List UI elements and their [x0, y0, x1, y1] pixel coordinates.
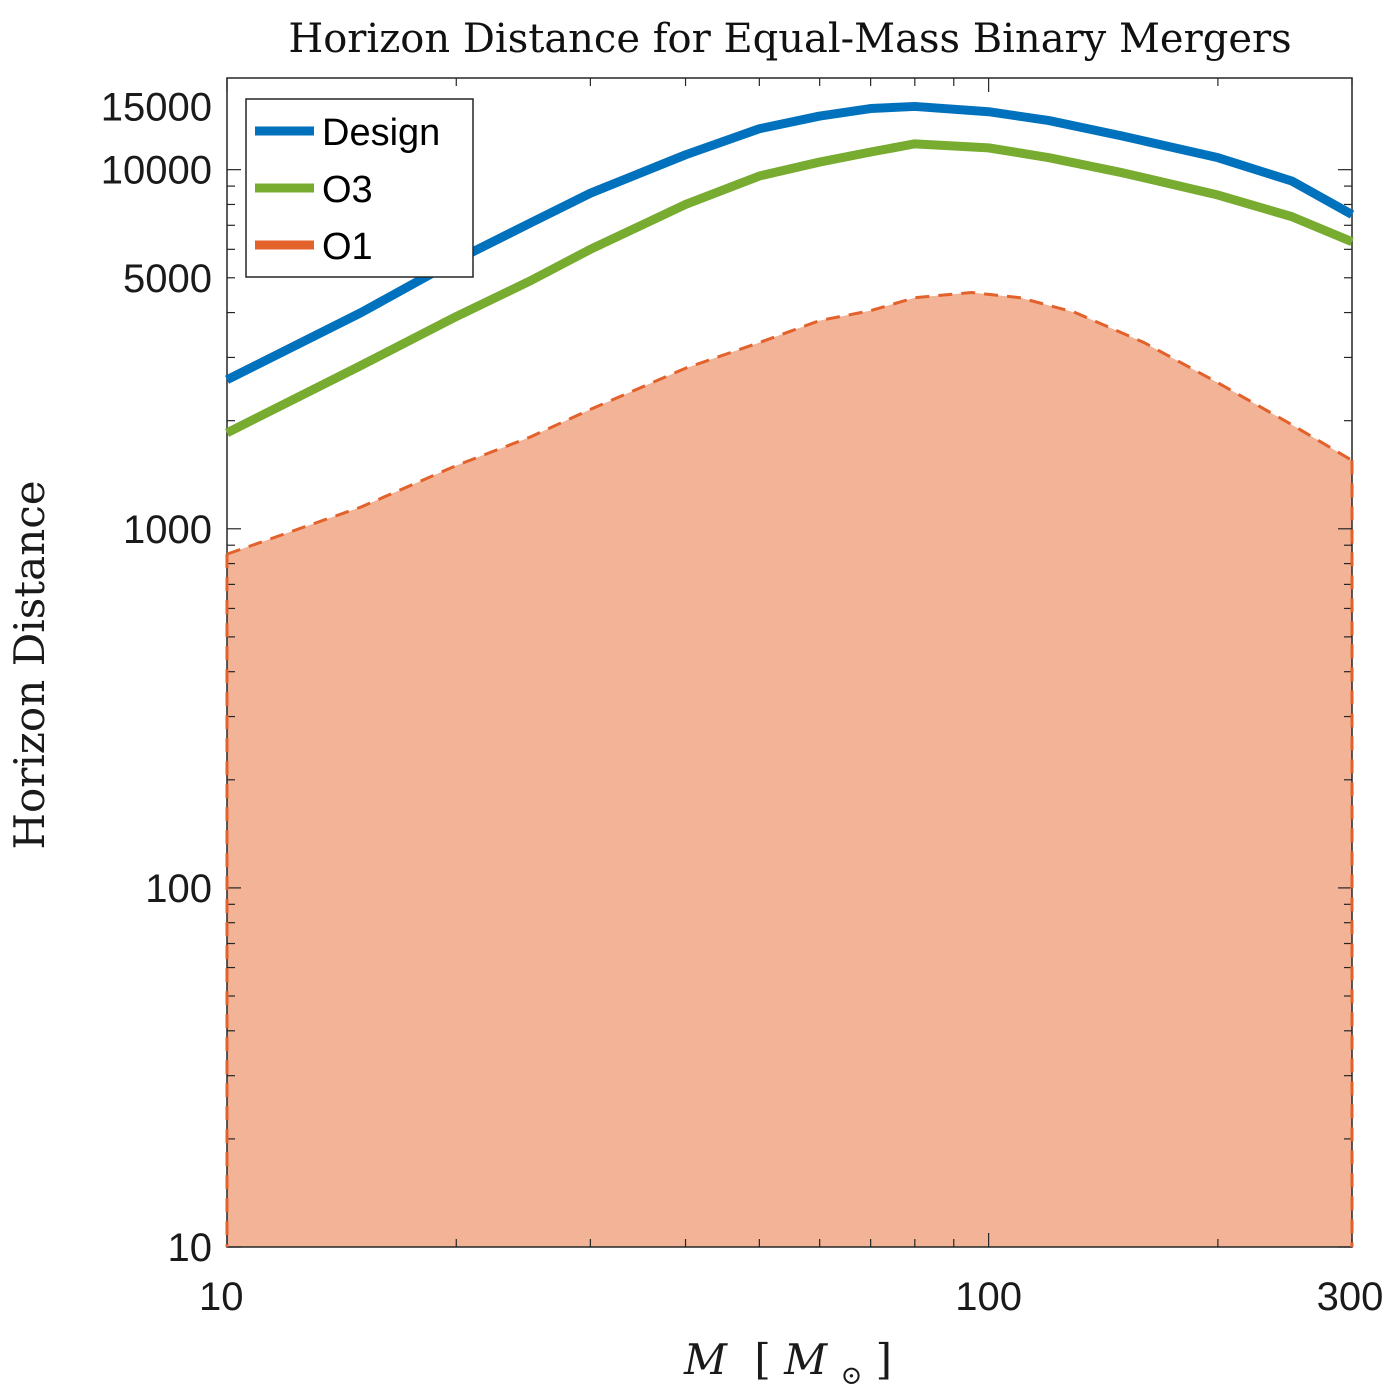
legend-label-o3: O3 [322, 169, 373, 211]
y-tick-labels: 10 100 1000 5000 10000 15000 [101, 85, 212, 1270]
legend: Design O3 O1 [245, 98, 474, 278]
o1-fill-area [227, 292, 1352, 1247]
y-tick-label: 10 [168, 1226, 213, 1270]
o3-line [224, 139, 1354, 437]
legend-label-design: Design [322, 112, 440, 154]
chart-title: Horizon Distance for Equal-Mass Binary M… [288, 16, 1291, 62]
x-axis-label-unit-subscript: ⊙ [840, 1361, 862, 1391]
x-axis-label-unit-open: [ [754, 1335, 770, 1384]
y-tick-label: 10000 [101, 149, 212, 193]
o1-line [226, 290, 1353, 556]
x-tick-label: 300 [1317, 1275, 1384, 1319]
y-tick-label: 1000 [123, 508, 212, 552]
x-tick-label: 10 [199, 1275, 244, 1319]
plot-frame [226, 77, 1353, 1248]
y-tick-label: 5000 [123, 257, 212, 301]
x-axis-label: M [ M ⊙ ] [683, 1335, 892, 1394]
x-axis-label-main: M [683, 1335, 728, 1384]
plot-area [224, 77, 1355, 1248]
x-axis-label-unit-symbol: M [783, 1335, 828, 1384]
y-axis-label: Horizon Distance [5, 480, 54, 849]
x-tick-labels: 10 100 300 [199, 1275, 1383, 1319]
design-line [224, 101, 1355, 384]
x-axis-label-unit-close: ] [876, 1335, 892, 1384]
y-tick-label: 100 [145, 867, 212, 911]
y-tick-label: 15000 [101, 85, 212, 129]
legend-label-o1: O1 [322, 226, 373, 268]
x-tick-label: 100 [955, 1275, 1022, 1319]
